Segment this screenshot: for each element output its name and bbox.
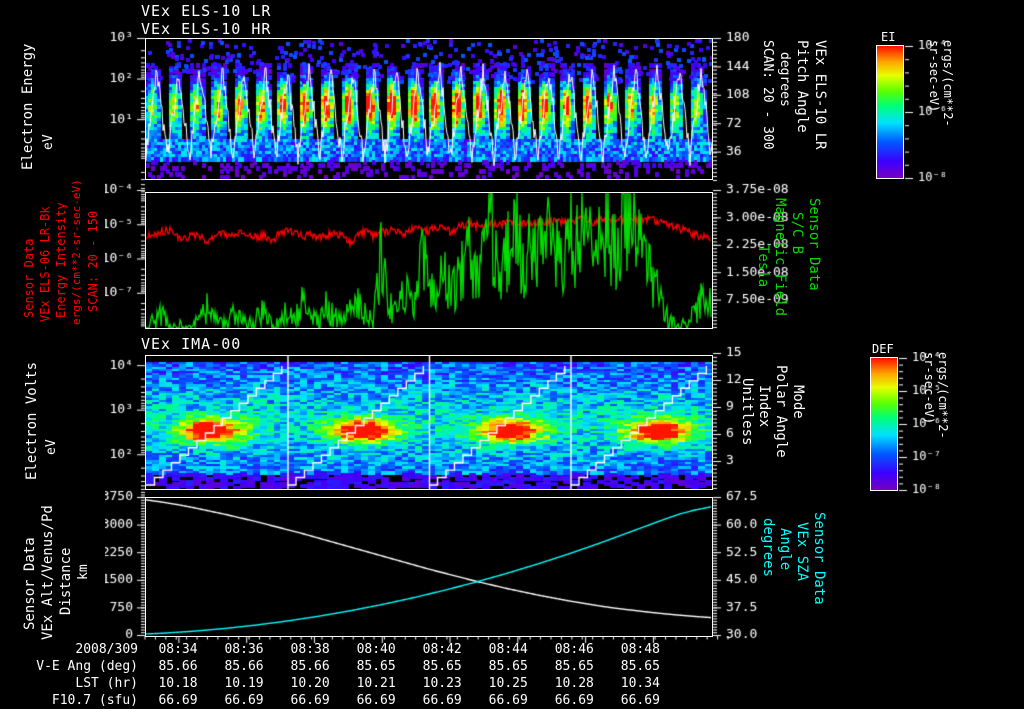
colorbar3-title: DEF bbox=[872, 342, 894, 356]
bottom-cell-f107-2: 66.69 bbox=[290, 693, 330, 708]
panel1-right-label-0: Pitch Angle bbox=[794, 40, 810, 133]
bottom-cell-ve_ang-2: 85.66 bbox=[290, 659, 330, 674]
panel4-left-axis-ticks bbox=[105, 487, 305, 662]
panel2-right-label-3: Tesla bbox=[755, 245, 771, 288]
panel2-left-label-3: ergs/(cm**2-sr-sec-eV) bbox=[70, 179, 83, 325]
colorbar3-units: ergs/(cm**2-sr-sec-eV) bbox=[922, 352, 950, 439]
bottom-cell-lst-1: 10.19 bbox=[224, 676, 264, 691]
panel1-axis-ticks bbox=[105, 30, 305, 210]
panel3-left-axis-units: eV bbox=[44, 439, 59, 455]
panel3-right-label-0: Mode bbox=[790, 385, 806, 419]
panel4-right-label-3: degrees bbox=[760, 518, 776, 578]
panel2-left-label-4: SCAN: 20 - 150 bbox=[86, 210, 100, 312]
bottom-cell-f107-4: 66.69 bbox=[422, 693, 462, 708]
bottom-cell-lst-4: 10.23 bbox=[422, 676, 462, 691]
bottom-cell-ve_ang-0: 85.66 bbox=[158, 659, 198, 674]
bottom-row-label-2: LST (hr) bbox=[75, 676, 138, 691]
panel3-left-axis-label: Electron Volts bbox=[24, 361, 40, 480]
panel2-right-label-1: S/C B bbox=[789, 212, 805, 255]
colorbar1-title: EI bbox=[881, 30, 896, 44]
bottom-cell-f107-7: 66.69 bbox=[620, 693, 660, 708]
bottom-cell-ve_ang-7: 85.65 bbox=[620, 659, 660, 674]
bottom-cell-lst-6: 10.28 bbox=[554, 676, 594, 691]
colorbar1-units: ergs/(cm**2-sr-sec-eV) bbox=[927, 40, 955, 127]
panel1-right-label-1: VEx ELS-10 LR bbox=[812, 40, 828, 150]
bottom-cell-f107-0: 66.69 bbox=[158, 693, 198, 708]
bottom-cell-lst-0: 10.18 bbox=[158, 676, 198, 691]
bottom-cell-ve_ang-1: 85.66 bbox=[224, 659, 264, 674]
bottom-cell-lst-7: 10.34 bbox=[620, 676, 660, 691]
panel4-left-label-0: Sensor Data bbox=[22, 537, 38, 630]
panel3-right-label-1: Polar Angle bbox=[773, 365, 789, 458]
p1-ax-l0: Electron Energy bbox=[20, 43, 36, 170]
bottom-cell-time-5: 08:44 bbox=[488, 642, 528, 657]
panel2-right-label-2: Magnetic Field bbox=[772, 198, 788, 317]
bottom-cell-time-7: 08:48 bbox=[620, 642, 660, 657]
panel1-right-label-3: SCAN: 20 - 300 bbox=[760, 40, 775, 150]
bottom-cell-ve_ang-5: 85.65 bbox=[488, 659, 528, 674]
panel2-left-label-2: Energy Intensity bbox=[54, 202, 68, 318]
panel1-right-label-2: degrees bbox=[777, 52, 792, 107]
panel4-left-label-2: Distance bbox=[58, 547, 74, 615]
panel4-right-label-2: Angle bbox=[777, 528, 793, 571]
p1-ax-l1: eV bbox=[41, 134, 56, 150]
panel2-right-axis-ticks bbox=[705, 182, 825, 357]
colorbar1-ticks bbox=[903, 40, 973, 185]
bottom-cell-f107-6: 66.69 bbox=[554, 693, 594, 708]
bottom-cell-lst-2: 10.20 bbox=[290, 676, 330, 691]
panel3-right-label-3: Unitless bbox=[739, 378, 755, 446]
bottom-row-label-3: F10.7 (sfu) bbox=[51, 693, 138, 708]
panel1-left-axis-label: Electron Energy bbox=[20, 44, 36, 170]
panel1-title-lr: VEx ELS-10 LR bbox=[141, 2, 272, 20]
bottom-cell-ve_ang-6: 85.65 bbox=[554, 659, 594, 674]
panel4-left-label-3: km bbox=[76, 564, 91, 580]
bottom-cell-time-6: 08:46 bbox=[554, 642, 594, 657]
bottom-cell-f107-5: 66.69 bbox=[488, 693, 528, 708]
bottom-cell-time-4: 08:42 bbox=[422, 642, 462, 657]
bottom-time-axis-ticks bbox=[130, 636, 730, 658]
bottom-cell-time-1: 08:36 bbox=[224, 642, 264, 657]
panel1-right-axis-ticks bbox=[705, 30, 795, 210]
bottom-cell-lst-5: 10.25 bbox=[488, 676, 528, 691]
colorbar1-gradient bbox=[876, 45, 904, 179]
bottom-cell-lst-3: 10.21 bbox=[356, 676, 396, 691]
bottom-cell-f107-1: 66.69 bbox=[224, 693, 264, 708]
panel4-right-label-1: VEx SZA bbox=[794, 522, 810, 582]
panel1-left-axis-units: eV bbox=[41, 134, 56, 150]
panel2-left-label-1: VEx ELS-06 LR-Bk bbox=[38, 206, 52, 322]
bottom-row-label-1: V-E Ang (deg) bbox=[36, 659, 138, 674]
bottom-cell-f107-3: 66.69 bbox=[356, 693, 396, 708]
bottom-cell-ve_ang-3: 85.65 bbox=[356, 659, 396, 674]
panel4-right-axis-ticks bbox=[705, 487, 815, 662]
panel3-right-label-2: Index bbox=[756, 385, 772, 428]
bottom-cell-time-3: 08:40 bbox=[356, 642, 396, 657]
colorbar3-gradient bbox=[870, 357, 898, 491]
colorbar3-ticks bbox=[897, 352, 967, 497]
panel2-right-label-0: Sensor Data bbox=[806, 198, 822, 291]
panel4-right-label-0: Sensor Data bbox=[811, 512, 827, 605]
bottom-cell-ve_ang-4: 85.65 bbox=[422, 659, 462, 674]
bottom-cell-time-0: 08:34 bbox=[158, 642, 198, 657]
bottom-row-label-0: 2008/309 bbox=[75, 642, 138, 657]
panel2-left-label-0: Sensor Data bbox=[22, 238, 36, 318]
bottom-cell-time-2: 08:38 bbox=[290, 642, 330, 657]
panel4-left-label-1: VEx Alt/Venus/Pd bbox=[40, 505, 56, 640]
panel2-left-axis-ticks bbox=[105, 182, 305, 357]
